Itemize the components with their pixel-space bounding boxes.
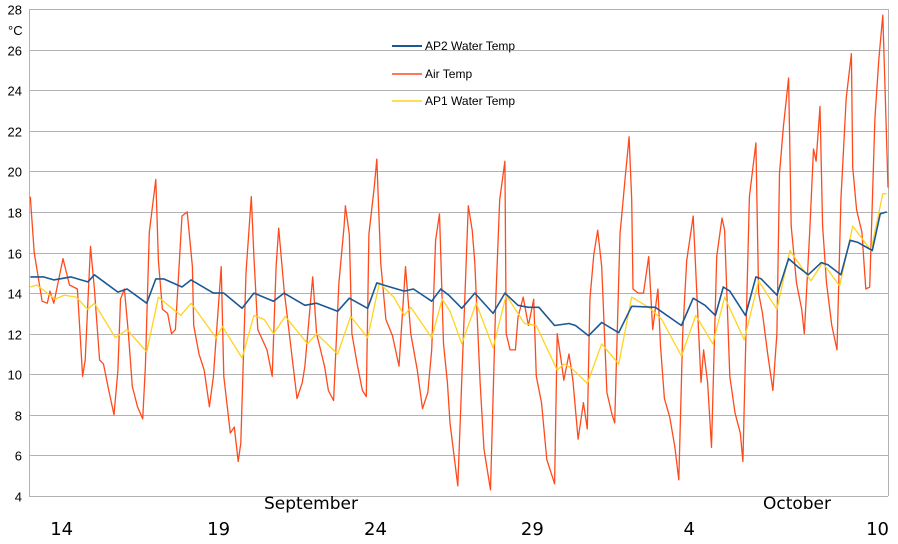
y-axis-unit-label: °C — [8, 23, 23, 38]
x-tick-label: 10 — [866, 519, 889, 540]
x-tick-label: 24 — [364, 519, 387, 540]
y-tick-label: 12 — [8, 328, 22, 343]
x-axis-ticks: 14 19 24 29 4 10 — [50, 519, 889, 540]
y-tick-label: 20 — [8, 165, 22, 180]
x-tick-label: 14 — [50, 519, 73, 540]
legend-label-ap1: AP1 Water Temp — [425, 94, 515, 108]
x-tick-label: 19 — [207, 519, 230, 540]
series-line-ap1-water-temp — [30, 193, 887, 385]
series-lines — [29, 14, 889, 491]
legend: AP2 Water Temp Air Temp AP1 Water Temp — [392, 39, 515, 108]
y-tick-label: 26 — [8, 44, 22, 59]
x-tick-label: 4 — [684, 519, 695, 540]
y-tick-label: 4 — [15, 490, 22, 505]
series-line-air-temp — [29, 14, 889, 491]
y-tick-label: 6 — [15, 449, 22, 464]
y-axis-ticks: 4 6 8 10 12 14 16 18 20 22 24 26 28 — [8, 3, 22, 505]
y-tick-label: 22 — [8, 125, 22, 140]
series-line-ap2-water-temp — [30, 211, 887, 337]
x-tick-label: 29 — [521, 519, 544, 540]
y-tick-label: 16 — [8, 247, 22, 262]
month-label-september: September — [264, 494, 358, 514]
legend-label-air: Air Temp — [425, 67, 472, 81]
month-label-october: October — [763, 494, 831, 514]
y-tick-label: 24 — [8, 84, 22, 99]
y-tick-label: 10 — [8, 368, 22, 383]
y-tick-label: 8 — [15, 409, 22, 424]
y-tick-label: 14 — [8, 287, 22, 302]
y-tick-label: 18 — [8, 206, 22, 221]
legend-label-ap2: AP2 Water Temp — [425, 39, 515, 53]
y-tick-label: 28 — [8, 3, 22, 18]
